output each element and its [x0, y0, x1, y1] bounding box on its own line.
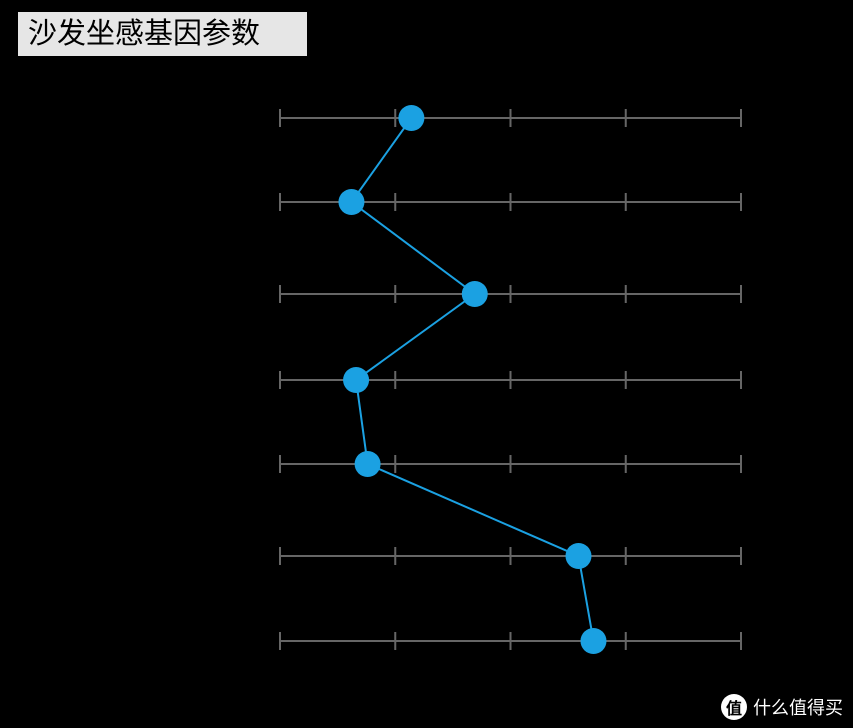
- watermark-label: 什么值得买: [753, 694, 843, 720]
- watermark-badge-icon: 值: [721, 694, 747, 720]
- profile-chart: [0, 0, 853, 728]
- watermark: 值 什么值得买: [721, 694, 843, 720]
